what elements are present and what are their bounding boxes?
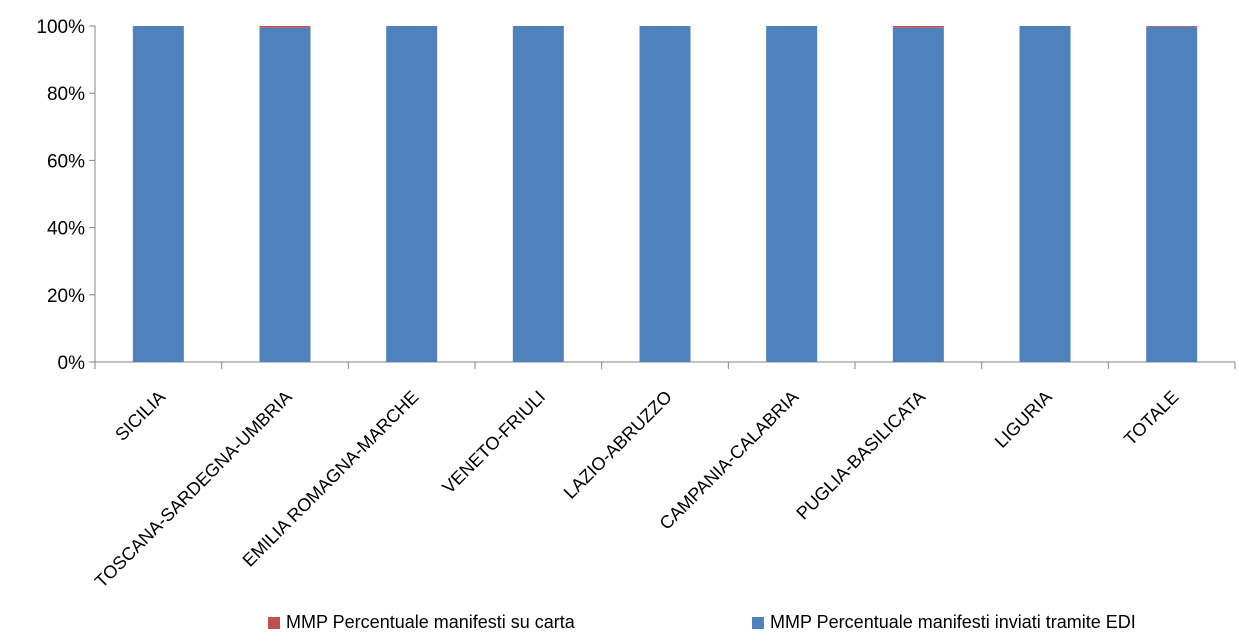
bar-segment-edi bbox=[766, 26, 818, 362]
legend-item-carta: MMP Percentuale manifesti su carta bbox=[268, 612, 576, 632]
bar-segment-edi bbox=[1146, 26, 1198, 363]
x-category-label: SICILIA bbox=[111, 387, 169, 445]
bar-segment-carta bbox=[1146, 26, 1198, 27]
legend-item-edi: MMP Percentuale manifesti inviati tramit… bbox=[752, 612, 1136, 632]
x-category-label: TOSCANA-SARDEGNA-UMBRIA bbox=[91, 387, 296, 592]
bar-segment-edi bbox=[1019, 26, 1071, 362]
bar-segment-edi bbox=[892, 27, 944, 363]
legend-swatch bbox=[752, 617, 764, 629]
x-category-label: CAMPANIA-CALABRIA bbox=[656, 387, 803, 534]
y-axis: 0% 20% 40% 60% 80% 100% bbox=[36, 17, 96, 374]
y-tick-label: 60% bbox=[47, 151, 85, 172]
bar-segment-edi bbox=[639, 26, 691, 362]
x-category-label: PUGLIA-BASILICATA bbox=[792, 387, 929, 524]
bar-segment-carta bbox=[259, 26, 311, 28]
legend-label: MMP Percentuale manifesti inviati tramit… bbox=[770, 612, 1136, 632]
legend-swatch bbox=[268, 617, 280, 629]
y-tick-label: 0% bbox=[58, 353, 86, 374]
bars bbox=[132, 26, 1198, 363]
bar-segment-edi bbox=[386, 26, 438, 362]
bar-segment-edi bbox=[512, 26, 564, 362]
x-category-label: TOTALE bbox=[1120, 387, 1182, 449]
x-category-label: VENETO-FRIULI bbox=[438, 387, 549, 498]
legend-label: MMP Percentuale manifesti su carta bbox=[286, 612, 576, 632]
y-tick-label: 80% bbox=[47, 84, 85, 105]
bar-segment-carta bbox=[892, 26, 944, 28]
y-tick-label: 20% bbox=[47, 286, 85, 307]
bar-segment-edi bbox=[259, 27, 311, 363]
y-tick-label: 100% bbox=[36, 17, 85, 38]
y-tick-label: 40% bbox=[47, 219, 85, 240]
x-category-label: LAZIO-ABRUZZO bbox=[560, 387, 676, 503]
bar-segment-edi bbox=[132, 26, 184, 362]
legend: MMP Percentuale manifesti su carta MMP Pe… bbox=[268, 612, 1136, 632]
x-category-label: LIGURIA bbox=[991, 387, 1056, 452]
x-axis bbox=[94, 361, 1236, 369]
